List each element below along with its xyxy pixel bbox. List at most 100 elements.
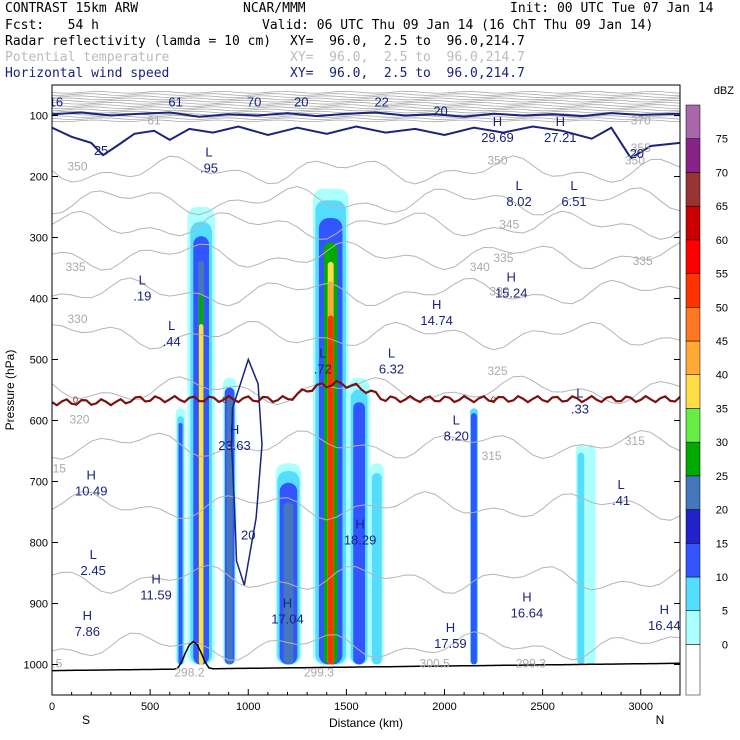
- theta-label-22: 61: [147, 114, 161, 128]
- theta-upper-line-7: [52, 106, 680, 110]
- colorbar-label-12: 60: [716, 235, 728, 247]
- extremum-value-19: 16.44: [648, 618, 681, 633]
- colorbar-label-4: 20: [716, 505, 728, 517]
- wind-label-8: 16: [49, 94, 63, 109]
- field-name-wind: Horizontal wind speed: [5, 66, 170, 81]
- theta-label-16: 299.3: [516, 657, 546, 671]
- extremum-value-21: 15.24: [495, 285, 528, 300]
- reflectivity-cell-8-layer-1: [577, 452, 585, 665]
- wind-jet-contour-1: [52, 125, 680, 160]
- y-tick-label-1000: 1000: [24, 660, 48, 672]
- colorbar-label-15: 75: [716, 134, 728, 146]
- colorbar-band-6: [685, 441, 701, 477]
- colorbar-band-5: [685, 475, 701, 510]
- y-tick-label-600: 600: [30, 416, 48, 428]
- extremum-value-5: 8.20: [444, 429, 469, 444]
- colorbar-label-8: 40: [716, 370, 728, 382]
- colorbar-band-4: [685, 509, 701, 544]
- forecast-hour: Fcst: 54 h: [5, 18, 99, 33]
- extremum-value-18: 16.64: [511, 606, 544, 621]
- x-tick-label-1500: 1500: [334, 701, 358, 713]
- wind-label-2: 70: [247, 94, 261, 109]
- theta-label-15: 300.5: [420, 657, 450, 671]
- extremum-type-17: H: [446, 620, 455, 635]
- theta-label-17: 298.2: [174, 666, 204, 680]
- theta-label-18: 299.3: [304, 666, 334, 680]
- y-tick-label-100: 100: [30, 111, 48, 123]
- colorbar-label-7: 35: [716, 403, 728, 415]
- colorbar-band-12: [685, 239, 701, 274]
- theta-label-8: 330: [67, 312, 87, 326]
- theta-contour-305: [52, 564, 680, 594]
- theta-contour-325: [52, 320, 680, 351]
- theta-label-11: 320: [69, 413, 89, 427]
- extremum-value-16: 18.29: [344, 532, 377, 547]
- freezing-level-label-1: 0: [222, 395, 227, 405]
- extremum-value-7: .41: [612, 493, 630, 508]
- extremum-type-0: L: [205, 144, 212, 159]
- extremum-type-21: H: [507, 269, 516, 284]
- theta-label-3: 345: [499, 217, 519, 231]
- theta-contour-310: [52, 491, 680, 521]
- y-tick-label-300: 300: [30, 233, 48, 245]
- theta-upper-line-2: [52, 95, 680, 99]
- reflectivity-cell-5-layer-2: [353, 402, 366, 665]
- y-tick-label-900: 900: [30, 599, 48, 611]
- x-tick-label-500: 500: [141, 701, 159, 713]
- colorbar-label-3: 15: [716, 538, 728, 550]
- init-time: Init: 00 UTC Tue 07 Jan 14: [510, 1, 714, 16]
- y-tick-label-400: 400: [30, 294, 48, 306]
- field-xy-theta: XY= 96.0, 2.5 to 96.0,214.7: [290, 50, 525, 65]
- theta-label-2: 350: [625, 153, 645, 167]
- colorbar-label-2: 10: [716, 572, 728, 584]
- theta-contour-330: [52, 277, 680, 307]
- wind-label-0: 25: [94, 143, 108, 158]
- colorbar-label-10: 50: [716, 302, 728, 314]
- theta-label-0: 350: [67, 159, 87, 173]
- extremum-type-15: H: [283, 596, 292, 611]
- theta-label-4: 340: [470, 260, 490, 274]
- extremum-value-12: 10.49: [75, 484, 108, 499]
- extremum-type-1: L: [139, 272, 146, 287]
- model-title: CONTRAST 15km ARW: [5, 1, 139, 16]
- extremum-type-22: H: [493, 114, 502, 129]
- extremum-value-1: .19: [133, 288, 151, 303]
- wind-contours: [52, 111, 680, 586]
- theta-upper-line-6: [52, 104, 680, 107]
- colorbar-band-10: [685, 307, 701, 342]
- colorbar-band-0: [685, 644, 701, 696]
- terrain-line: [52, 640, 680, 672]
- extremum-type-9: L: [515, 178, 522, 193]
- extremum-value-13: 11.59: [140, 587, 172, 602]
- colorbar-label-5: 25: [716, 471, 728, 483]
- freezing-level-label-0: 0: [73, 395, 78, 405]
- extremum-value-2: .44: [163, 334, 181, 349]
- y-tick-label-200: 200: [30, 172, 48, 184]
- extremum-type-5: L: [453, 413, 460, 428]
- colorbar-label-0: 0: [722, 639, 728, 651]
- x-axis-label: Distance (km): [329, 716, 403, 730]
- theta-label-7: 335: [633, 254, 653, 268]
- colorbar-label-1: 5: [722, 606, 728, 618]
- extremum-value-17: 17.59: [434, 636, 467, 651]
- reflectivity-cell-6-layer-1: [371, 472, 382, 665]
- colorbar-unit: dBZ: [714, 85, 734, 97]
- wind-label-3: 20: [294, 94, 308, 109]
- center-label: NCAR/MMM: [243, 1, 306, 16]
- extremum-value-3: .72: [314, 362, 332, 377]
- theta-label-13: 315: [625, 434, 645, 448]
- extremum-type-7: L: [618, 477, 625, 492]
- colorbar-band-9: [685, 340, 701, 375]
- theta-contour-350: [52, 155, 680, 185]
- y-tick-label-500: 500: [30, 355, 48, 367]
- theta-label-6: 335: [493, 251, 513, 265]
- freezing-level: 0 0 0: [52, 379, 680, 407]
- theta-contour-300: [52, 631, 680, 661]
- theta-contour-345: [52, 185, 680, 216]
- freezing-level-label-2: 0: [491, 395, 496, 405]
- wind-label-1: 61: [168, 94, 182, 109]
- reflectivity-cell-7-layer-1: [470, 413, 477, 665]
- reflectivity-cell-2-layer-2: [226, 397, 233, 665]
